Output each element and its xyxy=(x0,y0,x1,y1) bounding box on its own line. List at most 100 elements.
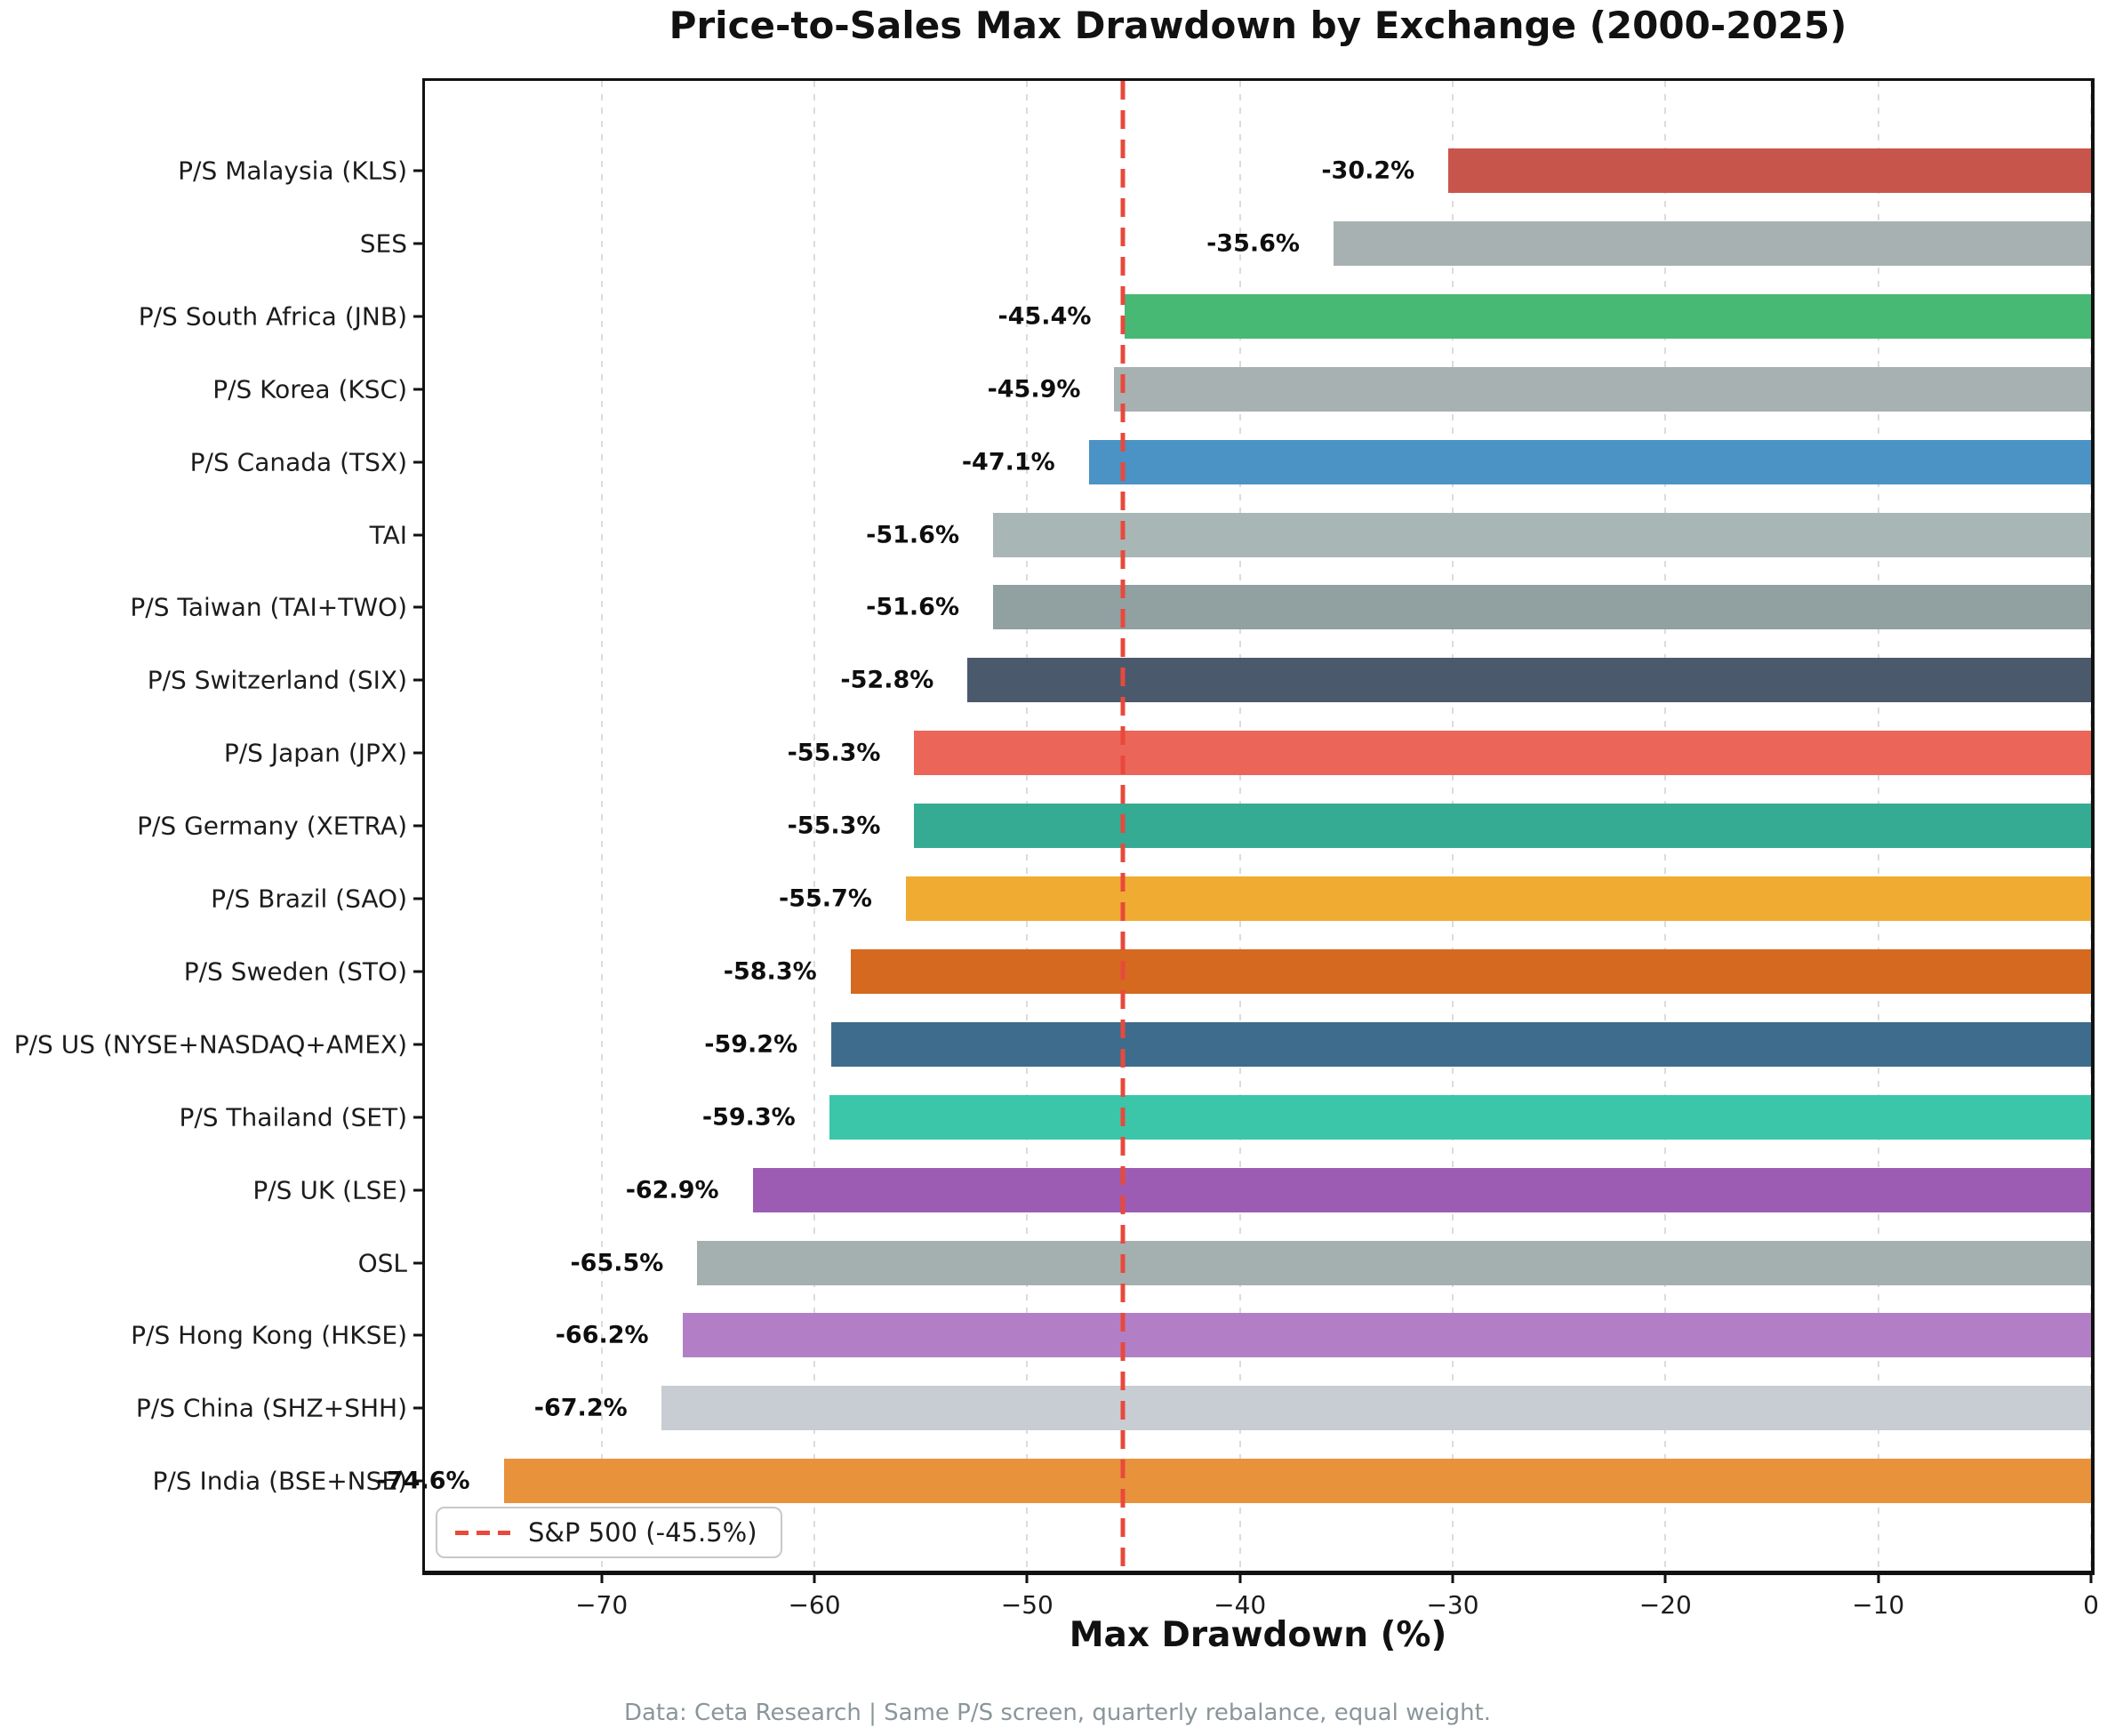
y-tick-mark xyxy=(413,1333,425,1337)
value-label-p-s-hong-kong-hkse: -66.2% xyxy=(555,1321,649,1349)
bar-p-s-japan-jpx xyxy=(914,731,2091,776)
value-label-p-s-japan-jpx: -55.3% xyxy=(787,739,881,767)
y-tick-mark xyxy=(413,970,425,973)
x-tick-mark xyxy=(1451,1571,1454,1583)
bottom-spine xyxy=(422,1571,2095,1575)
y-tick-label-p-s-south-africa-jnb: P/S South Africa (JNB) xyxy=(138,301,407,332)
gridline xyxy=(813,81,815,1571)
x-tick-mark xyxy=(1238,1571,1242,1583)
y-tick-label-p-s-taiwan-tai-two: P/S Taiwan (TAI+TWO) xyxy=(130,592,407,622)
y-tick-mark xyxy=(413,678,425,682)
y-tick-label-p-s-india-bse-nse: P/S India (BSE+NSE) xyxy=(152,1466,407,1496)
bar-p-s-sweden-sto xyxy=(850,948,2091,994)
x-tick-mark xyxy=(813,1571,816,1583)
bar-tai xyxy=(993,512,2091,557)
y-tick-mark xyxy=(413,1116,425,1119)
bar-p-s-brazil-sao xyxy=(905,876,2091,921)
x-tick-mark xyxy=(600,1571,604,1583)
bar-p-s-china-shz-shh xyxy=(661,1386,2091,1431)
y-tick-mark xyxy=(413,1261,425,1264)
x-tick-label: −70 xyxy=(575,1590,629,1620)
value-label-osl: -65.5% xyxy=(570,1249,664,1276)
value-label-p-s-brazil-sao: -55.7% xyxy=(779,884,872,913)
bar-p-s-thailand-set xyxy=(829,1094,2091,1140)
bar-p-s-uk-lse xyxy=(752,1167,2091,1212)
plot-area: -30.2% -35.6% -45.4% -45.9% -47.1% -51.6% -51.… xyxy=(14,78,2099,1655)
value-label-p-s-thailand-set: -59.3% xyxy=(701,1103,796,1132)
y-tick-label-tai: TAI xyxy=(369,520,407,549)
y-tick-label-p-s-uk-lse: P/S UK (LSE) xyxy=(252,1175,407,1205)
y-tick-mark xyxy=(413,751,425,755)
x-tick-mark xyxy=(1663,1571,1667,1583)
chart-title: Price-to-Sales Max Drawdown by Exchange … xyxy=(669,4,1847,47)
bar-p-s-malaysia-kls xyxy=(1448,148,2091,193)
bar-osl xyxy=(697,1240,2091,1285)
y-tick-mark xyxy=(413,824,425,828)
y-tick-label-p-s-canada-tsx: P/S Canada (TSX) xyxy=(189,447,407,477)
y-tick-label-p-s-china-shz-shh: P/S China (SHZ+SHH) xyxy=(135,1393,407,1423)
y-tick-label-p-s-sweden-sto: P/S Sweden (STO) xyxy=(183,956,407,987)
y-tick-label-ses: SES xyxy=(359,228,407,259)
y-tick-label-p-s-malaysia-kls: P/S Malaysia (KLS) xyxy=(178,156,407,186)
value-label-p-s-sweden-sto: -58.3% xyxy=(723,957,817,986)
value-label-p-s-uk-lse: -62.9% xyxy=(625,1176,719,1204)
x-tick-label: −20 xyxy=(1638,1590,1692,1620)
value-label-p-s-malaysia-kls: -30.2% xyxy=(1321,156,1415,185)
x-tick-label: −10 xyxy=(1852,1590,1905,1620)
y-tick-label-p-s-korea-ksc: P/S Korea (KSC) xyxy=(212,374,407,404)
value-label-p-s-switzerland-six: -52.8% xyxy=(840,666,934,694)
y-tick-label-p-s-thailand-set: P/S Thailand (SET) xyxy=(179,1102,407,1132)
value-label-ses: -35.6% xyxy=(1206,229,1300,258)
bar-p-s-canada-tsx xyxy=(1088,439,2091,484)
x-tick-label: −60 xyxy=(788,1590,841,1620)
bar-p-s-germany-xetra xyxy=(914,804,2091,849)
x-tick-label: −30 xyxy=(1426,1590,1479,1620)
value-label-p-s-canada-tsx: -47.1% xyxy=(961,448,1055,476)
top-spine xyxy=(425,78,2091,81)
y-tick-label-p-s-us-nyse-nasdaq-amex: P/S US (NYSE+NASDAQ+AMEX) xyxy=(13,1029,407,1060)
value-label-p-s-south-africa-jnb: -45.4% xyxy=(997,302,1092,331)
y-tick-label-p-s-brazil-sao: P/S Brazil (SAO) xyxy=(211,884,407,914)
x-tick-mark xyxy=(1025,1571,1029,1583)
bar-p-s-hong-kong-hkse xyxy=(682,1313,2091,1358)
x-tick-label: −40 xyxy=(1214,1590,1267,1620)
y-tick-mark xyxy=(413,242,425,245)
y-tick-label-p-s-switzerland-six: P/S Switzerland (SIX) xyxy=(147,665,407,695)
x-tick-label: −50 xyxy=(1000,1590,1053,1620)
value-label-tai: -51.6% xyxy=(866,521,960,548)
gridline xyxy=(600,81,603,1571)
value-label-p-s-korea-ksc: -45.9% xyxy=(987,375,1081,404)
y-tick-mark xyxy=(413,388,425,391)
right-spine xyxy=(2091,78,2095,1571)
bar-p-s-switzerland-six xyxy=(967,658,2091,703)
y-tick-mark xyxy=(413,315,425,318)
left-spine xyxy=(422,78,425,1571)
bar-p-s-india-bse-nse xyxy=(503,1459,2091,1504)
value-label-p-s-us-nyse-nasdaq-amex: -59.2% xyxy=(704,1030,798,1059)
y-tick-mark xyxy=(413,533,425,536)
y-tick-mark xyxy=(413,169,425,172)
y-tick-mark xyxy=(413,605,425,609)
y-tick-mark xyxy=(413,1043,425,1046)
legend: S&P 500 (-45.5%) xyxy=(436,1507,782,1558)
bar-p-s-us-nyse-nasdaq-amex xyxy=(831,1021,2091,1067)
legend-label: S&P 500 (-45.5%) xyxy=(528,1517,757,1548)
x-tick-label: 0 xyxy=(2083,1590,2099,1620)
y-tick-label-p-s-hong-kong-hkse: P/S Hong Kong (HKSE) xyxy=(131,1320,407,1350)
y-tick-mark xyxy=(413,1406,425,1410)
bar-p-s-taiwan-tai-two xyxy=(993,585,2091,630)
y-tick-label-osl: OSL xyxy=(357,1248,407,1277)
value-label-p-s-china-shz-shh: -67.2% xyxy=(533,1394,628,1422)
value-label-p-s-germany-xetra: -55.3% xyxy=(787,812,881,840)
bar-ses xyxy=(1333,220,2091,266)
x-tick-mark xyxy=(2089,1571,2093,1583)
y-tick-mark xyxy=(413,1188,425,1192)
y-tick-mark xyxy=(413,1479,425,1483)
sp500-reference-line xyxy=(1120,81,1126,1571)
bar-p-s-korea-ksc xyxy=(1114,366,2091,412)
y-tick-label-p-s-germany-xetra: P/S Germany (XETRA) xyxy=(137,811,407,841)
bar-p-s-south-africa-jnb xyxy=(1125,293,2091,339)
y-tick-mark xyxy=(413,460,425,464)
value-label-p-s-taiwan-tai-two: -51.6% xyxy=(866,593,960,621)
